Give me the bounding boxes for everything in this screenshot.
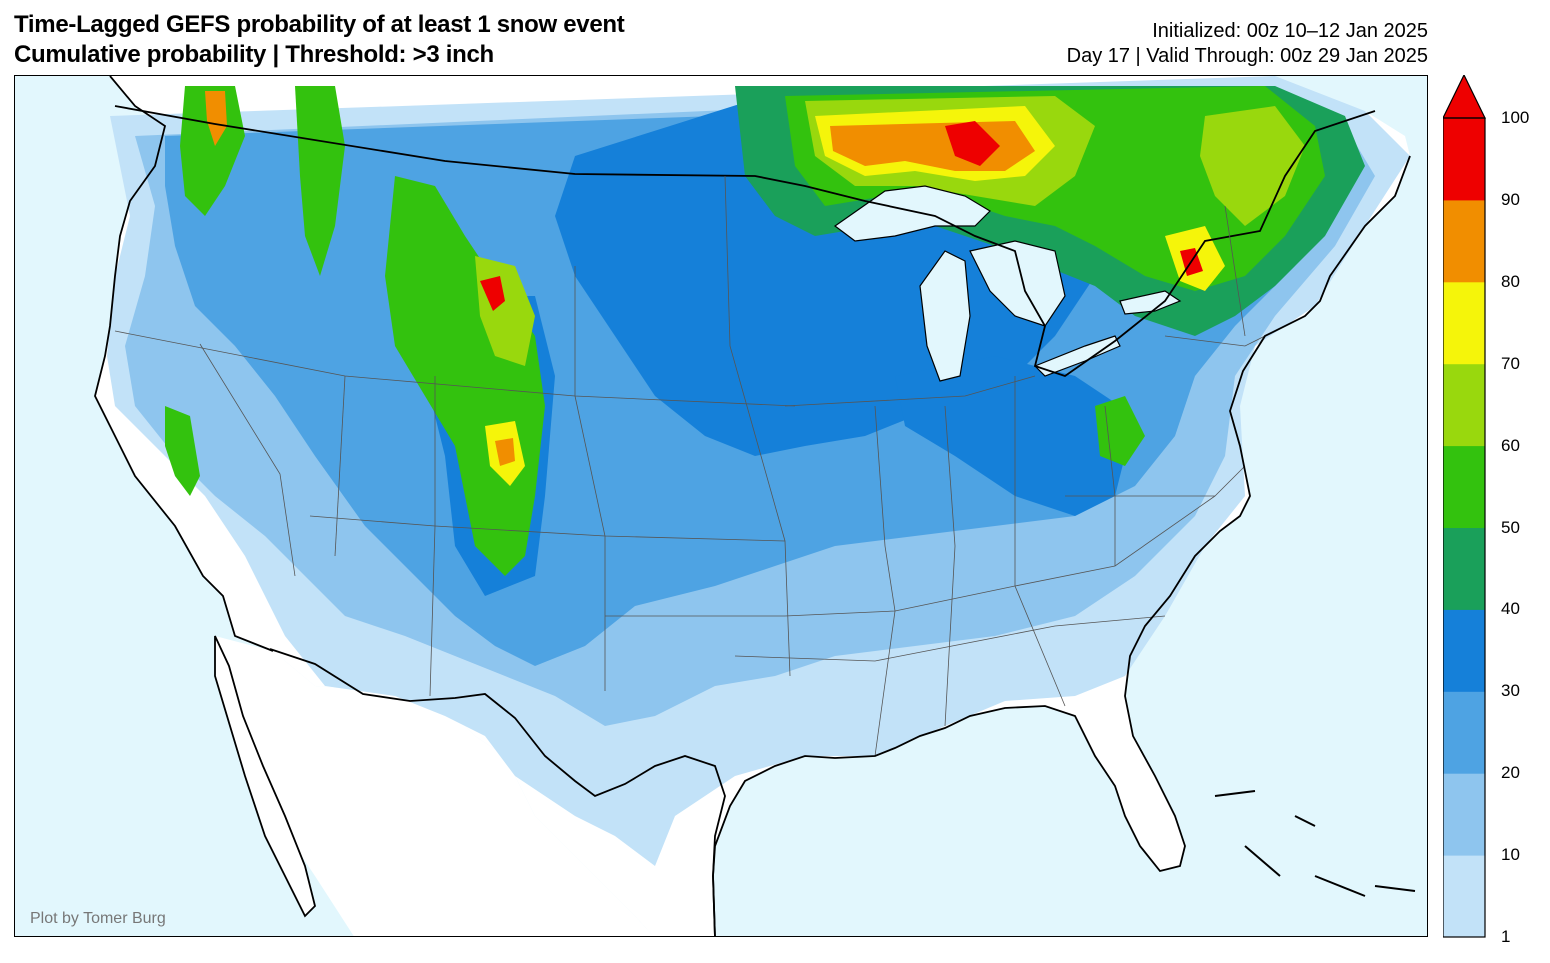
init-info: Initialized: 00z 10–12 Jan 2025 Day 17 |… (1067, 19, 1428, 69)
colorbar-block-1 (1443, 773, 1485, 856)
lake-michigan (919, 250, 971, 382)
colorbar-tick-20: 20 (1501, 763, 1520, 783)
map-panel: Plot by Tomer Burg (14, 75, 1428, 937)
great-lakes (833, 185, 1182, 382)
colorbar-tick-40: 40 (1501, 599, 1520, 619)
colorbar-block-7 (1443, 281, 1485, 365)
colorbar-block-3 (1443, 609, 1485, 692)
valid-through-line: Day 17 | Valid Through: 00z 29 Jan 2025 (1066, 45, 1428, 67)
colorbar-block-8 (1443, 199, 1485, 283)
colorbar-block-9 (1443, 118, 1485, 201)
colorbar-block-6 (1443, 363, 1485, 447)
colorbar-tick-50: 50 (1501, 517, 1520, 537)
colorbar: 1 10 20 30 40 50 60 70 80 90 100 (1442, 73, 1543, 946)
lake-ontario (1119, 290, 1182, 315)
colorbar-tick-80: 80 (1501, 271, 1520, 291)
probability-shading (107, 76, 1410, 866)
caribbean-islands (1214, 790, 1416, 897)
colorbar-tick-70: 70 (1501, 353, 1520, 373)
map-canvas (94, 76, 1416, 936)
baja-peninsula (214, 635, 316, 918)
us-canada-border (114, 105, 1376, 377)
init-line-1: Initialized: 00z 10–12 Jan 2025 (1152, 20, 1428, 42)
map-title: Time-Lagged GEFS probability of at least… (14, 10, 625, 70)
title-line-2: Cumulative probability | Threshold: >3 i… (14, 41, 494, 68)
colorbar-tick-1: 1 (1501, 927, 1511, 946)
us-mexico-border (269, 648, 726, 936)
title-line-1: Time-Lagged GEFS probability of at least… (14, 11, 625, 38)
country-borders (114, 105, 1376, 936)
lake-superior (833, 185, 991, 242)
colorbar-tick-90: 90 (1501, 189, 1520, 209)
colorbar-block-2 (1443, 691, 1485, 774)
state-borders (114, 175, 1306, 757)
colorbar-block-0 (1443, 855, 1485, 938)
colorbar-block-5 (1443, 445, 1485, 528)
colorbar-tick-30: 30 (1501, 681, 1520, 701)
colorbar-tick-60: 60 (1501, 435, 1520, 455)
lake-erie (1033, 335, 1121, 377)
mexico-land (215, 636, 654, 936)
colorbar-block-4 (1443, 527, 1485, 610)
gulf-atlantic-coast (712, 155, 1411, 936)
colorbar-extend-arrow (1442, 73, 1486, 119)
colorbar-tick-100: 100 (1501, 108, 1530, 127)
colorbar-tick-10: 10 (1501, 845, 1520, 865)
colorbar-svg (1442, 73, 1486, 938)
colorbar-blocks (1443, 118, 1485, 938)
plot-credit: Plot by Tomer Burg (30, 910, 166, 927)
colorbar-outline (1442, 117, 1486, 938)
coastline (94, 76, 274, 652)
lake-huron (969, 240, 1066, 327)
